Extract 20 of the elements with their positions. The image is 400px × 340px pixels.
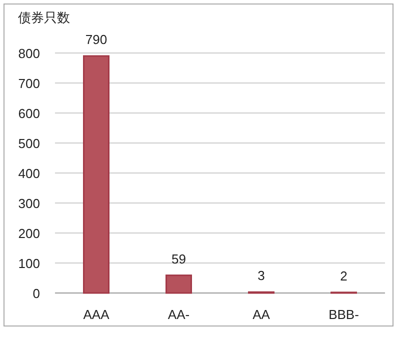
bar — [166, 274, 192, 294]
y-tick-label: 100 — [18, 256, 40, 271]
y-tick-label: 800 — [18, 46, 40, 61]
bar — [83, 55, 110, 294]
y-tick-label: 0 — [32, 286, 40, 301]
data-label: 59 — [172, 251, 186, 266]
y-tick-label: 500 — [18, 136, 40, 151]
data-label: 2 — [340, 268, 348, 284]
x-tick-label: AA- — [168, 307, 190, 322]
data-label: 790 — [85, 32, 108, 47]
x-tick-label: AA — [252, 307, 270, 322]
x-tick-label: BBB- — [328, 307, 359, 322]
x-tick-label: AAA — [83, 307, 110, 322]
y-tick-label: 600 — [18, 106, 40, 121]
y-tick-label: 400 — [18, 166, 40, 181]
y-tick-label: 300 — [18, 196, 40, 211]
y-axis-title: 债券只数 — [18, 10, 70, 25]
y-tick-label: 700 — [18, 76, 40, 91]
y-tick-label: 200 — [18, 226, 40, 241]
data-label: 3 — [258, 268, 265, 284]
